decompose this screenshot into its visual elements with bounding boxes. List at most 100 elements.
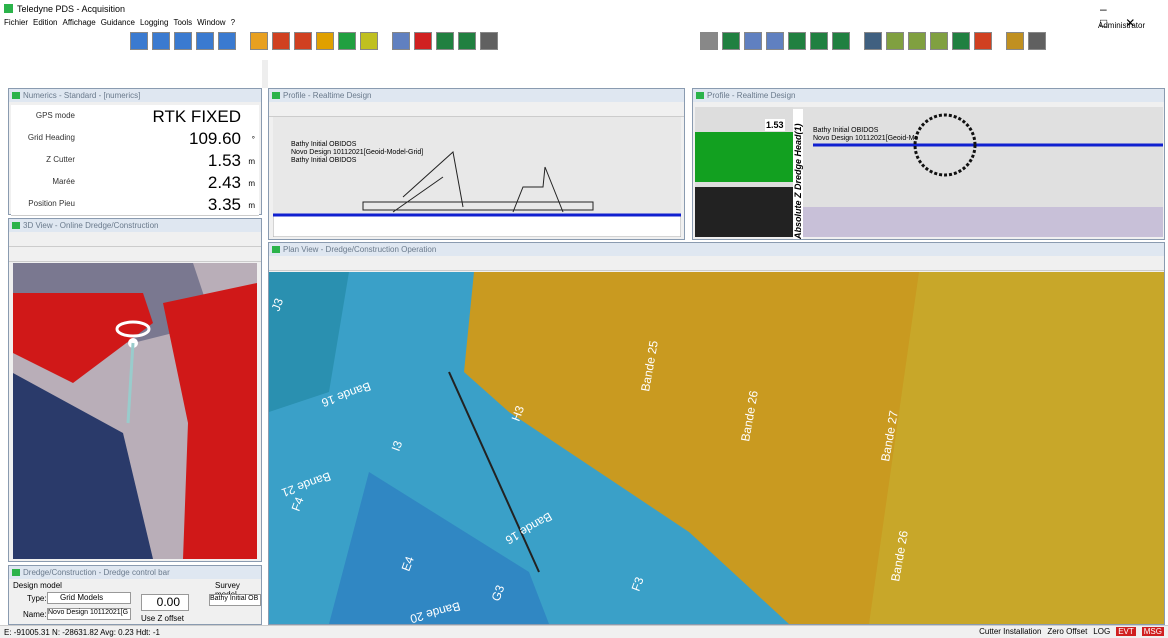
plan-window: Plan View - Dredge/Construction Operatio… — [268, 242, 1165, 625]
checkbox[interactable]: Use Z offset — [141, 614, 184, 623]
tool-button[interactable] — [974, 32, 992, 50]
numeric-label: Grid Heading — [27, 133, 75, 142]
window-title: 3D View - Online Dredge/Construction — [9, 219, 261, 232]
name-select[interactable]: Novo Design 10112021[G — [47, 608, 131, 620]
menu-item[interactable]: Fichier — [4, 18, 29, 27]
numeric-label: Z Cutter — [46, 155, 75, 164]
menu-item[interactable]: Tools — [173, 18, 193, 27]
window-controls[interactable]: –□✕ — [1100, 2, 1154, 30]
numeric-row: Position Pieu 3.35 m — [11, 193, 259, 216]
numeric-row: Grid Heading 109.60 ° — [11, 127, 259, 150]
tool-button[interactable] — [316, 32, 334, 50]
tool-button[interactable] — [130, 32, 148, 50]
status-item: Zero Offset — [1047, 627, 1088, 636]
view3d — [13, 263, 257, 559]
legend: Bathy Initial OBIDOS Novo Design 10112021… — [813, 127, 918, 143]
tool-button[interactable] — [392, 32, 410, 50]
legend-item: Bathy Initial OBIDOS — [291, 157, 357, 164]
numeric-value: 2.43 — [207, 173, 241, 192]
tool-button[interactable] — [886, 32, 904, 50]
plan-label: J3 — [269, 296, 286, 313]
status-item: MSG — [1141, 627, 1164, 636]
type-select[interactable]: Grid Models — [47, 592, 131, 604]
window-title: Profile - Realtime Design — [693, 89, 1164, 102]
survey-select[interactable]: Bathy Initial OB — [209, 594, 261, 606]
tool-button[interactable] — [722, 32, 740, 50]
toolbar — [9, 232, 261, 247]
tool-button[interactable] — [480, 32, 498, 50]
user[interactable]: Administrator — [1098, 21, 1146, 30]
tool-button[interactable] — [930, 32, 948, 50]
numeric-row: GPS mode RTK FIXED — [11, 105, 259, 128]
tool-button[interactable] — [458, 32, 476, 50]
menu-item[interactable]: Edition — [33, 18, 58, 27]
app-title: Teledyne PDS - Acquisition — [17, 4, 126, 14]
plan-label: F4 — [289, 495, 307, 513]
menu-item[interactable]: Guidance — [100, 18, 135, 27]
tool-button[interactable] — [908, 32, 926, 50]
status-item: EVT — [1116, 627, 1136, 636]
toolbar — [269, 256, 1164, 271]
tool-button[interactable] — [218, 32, 236, 50]
splitter — [262, 60, 268, 88]
tool-button[interactable] — [360, 32, 378, 50]
numeric-value: 109.60 — [189, 129, 241, 148]
numeric-value: 3.35 — [207, 195, 241, 214]
tool-button[interactable] — [414, 32, 432, 50]
depth-label: 1.53 — [765, 119, 785, 131]
tool-button[interactable] — [294, 32, 312, 50]
label: Design model — [13, 581, 62, 590]
menu-item[interactable]: Logging — [139, 18, 169, 27]
control-window: Dredge/Construction - Dredge control bar… — [8, 565, 262, 625]
plan-label: E4 — [399, 554, 417, 573]
coordinates: E: -91005.31 N: -28631.82 Avg: 0.23 Hdt:… — [4, 628, 160, 637]
window-title: Dredge/Construction - Dredge control bar — [9, 566, 261, 579]
tool-button[interactable] — [810, 32, 828, 50]
tool-button[interactable] — [272, 32, 290, 50]
tool-button[interactable] — [1006, 32, 1024, 50]
numeric-label: GPS mode — [35, 111, 75, 120]
status-item: LOG — [1093, 627, 1111, 636]
tool-button[interactable] — [152, 32, 170, 50]
tool-button[interactable] — [864, 32, 882, 50]
tool-button[interactable] — [250, 32, 268, 50]
tool-button[interactable] — [788, 32, 806, 50]
legend-item: Novo Design 10112021[Geoid-Mo — [813, 135, 919, 142]
tool-button[interactable] — [196, 32, 214, 50]
app-icon — [4, 4, 13, 13]
plan-label: G3 — [489, 583, 508, 603]
tool-button[interactable] — [436, 32, 454, 50]
tool-button[interactable] — [832, 32, 850, 50]
offset-input[interactable]: 0.00 — [141, 594, 189, 611]
label: Type: — [27, 594, 47, 603]
numeric-row: Z Cutter 1.53 m — [11, 149, 259, 172]
profile — [273, 117, 681, 237]
menu-item[interactable]: Affichage — [62, 18, 96, 27]
plan-label: F3 — [629, 575, 647, 593]
legend-item: Novo Design 10112021[Geoid-Model-Grid] — [291, 149, 424, 156]
axis-label: Absolute Z Dredge Head(1) — [793, 109, 803, 239]
toolbar — [269, 102, 684, 117]
toolbar — [0, 30, 1168, 60]
window-title: Numerics - Standard - [numerics] — [9, 89, 261, 102]
menu-item[interactable]: ? — [230, 18, 236, 27]
tool-button[interactable] — [1028, 32, 1046, 50]
toolbar — [9, 247, 261, 262]
menu-item[interactable]: Window — [197, 18, 226, 27]
tool-button[interactable] — [174, 32, 192, 50]
numeric-row: Marée 2.43 m — [11, 171, 259, 194]
plan-label: I3 — [389, 439, 406, 453]
legend: Bathy Initial OBIDOS Novo Design 10112021… — [291, 141, 423, 165]
numerics-window: Numerics - Standard - [numerics] GPS mod… — [8, 88, 262, 216]
numeric-value: RTK FIXED — [152, 107, 241, 126]
tool-button[interactable] — [700, 32, 718, 50]
view3d-window: 3D View - Online Dredge/Construction — [8, 218, 262, 562]
tool-button[interactable] — [952, 32, 970, 50]
tool-button[interactable] — [744, 32, 762, 50]
numeric-unit: m — [248, 179, 255, 188]
tool-button[interactable] — [766, 32, 784, 50]
tool-button[interactable] — [338, 32, 356, 50]
status-item: Cutter Installation — [979, 627, 1042, 636]
